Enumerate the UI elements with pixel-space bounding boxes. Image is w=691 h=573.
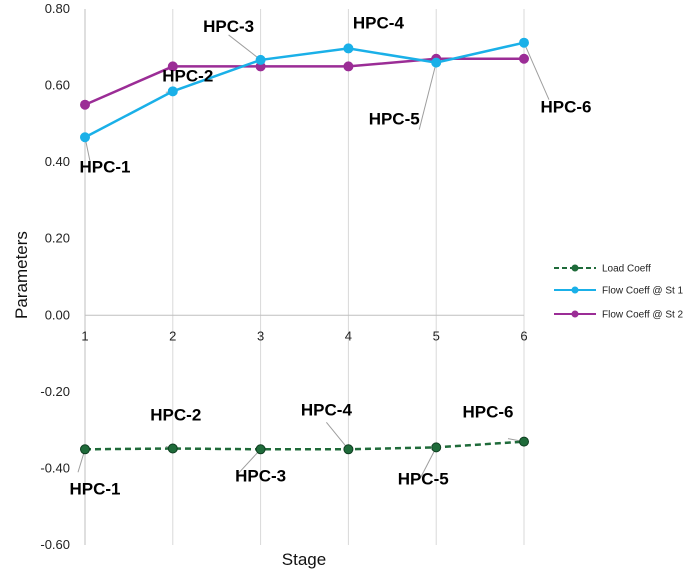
data-point	[431, 442, 442, 453]
series-line	[84, 440, 525, 451]
series-line	[84, 41, 525, 139]
legend: Load Coeff Flow Coeff @ St 1 Flow Coeff @ …	[554, 264, 684, 321]
legend-label: Flow Coeff @ St 2	[602, 310, 684, 321]
axes: -0.60 -0.40 -0.20 0.00 0.20 0.40 0.60 0.80 1 2 3 4 5…	[40, 1, 527, 552]
annotation-label: HPC-4	[353, 13, 405, 32]
legend-swatch-marker	[571, 310, 579, 318]
data-point	[519, 436, 529, 447]
gridlines	[172, 9, 525, 545]
annotation-label: HPC-6	[540, 98, 591, 117]
data-point	[167, 443, 178, 454]
data-point	[343, 444, 354, 455]
y-tick-label: 0.60	[45, 78, 70, 93]
x-tick-label: 2	[169, 328, 176, 343]
y-tick-label: -0.60	[40, 537, 70, 552]
data-point	[519, 53, 529, 64]
annotation-label: HPC-4	[301, 400, 353, 419]
annotation-labels: HPC-1 HPC-2 HPC-3 HPC-4 HPC-5 HPC-6 HPC-1 HPC-2…	[69, 13, 591, 498]
data-point	[80, 444, 90, 455]
annotation-leaders	[77, 34, 550, 479]
annotation-label: HPC-2	[150, 406, 201, 425]
series-layer	[80, 37, 529, 455]
annotation-leader	[326, 421, 349, 450]
x-tick-label: 5	[433, 328, 440, 343]
annotation-label: HPC-1	[79, 157, 130, 176]
annotation-leader	[236, 448, 261, 476]
x-tick-label: 1	[81, 328, 88, 343]
annotation-label: HPC-3	[235, 466, 286, 485]
y-tick-label: 0.20	[45, 231, 70, 246]
annotation-label: HPC-5	[369, 110, 420, 129]
y-tick-label: -0.20	[40, 384, 70, 399]
annotation-label: HPC-6	[462, 403, 513, 422]
data-point	[167, 61, 178, 72]
data-point	[80, 99, 90, 110]
annotation-leader	[419, 447, 437, 479]
y-axis-title: Parameters	[12, 231, 31, 319]
annotation-label: HPC-2	[162, 66, 213, 85]
data-point	[431, 57, 442, 68]
data-point	[519, 37, 529, 48]
annotation-leader	[228, 34, 261, 61]
y-tick-label: 0.40	[45, 154, 70, 169]
x-tick-label: 6	[520, 328, 527, 343]
data-point	[255, 444, 266, 455]
data-point	[343, 61, 354, 72]
x-axis-title: Stage	[282, 550, 326, 569]
x-tick-label: 3	[257, 328, 264, 343]
data-point	[80, 132, 90, 143]
annotation-label: HPC-1	[69, 479, 120, 498]
y-tick-label: -0.40	[40, 460, 70, 475]
y-tick-label: 0.80	[45, 1, 70, 16]
annotation-label: HPC-5	[398, 469, 449, 488]
annotation-label: HPC-3	[203, 17, 254, 36]
y-tick-label: 0.00	[45, 307, 70, 322]
series-line	[84, 57, 524, 106]
legend-swatch-marker	[571, 264, 579, 272]
data-point	[255, 54, 266, 65]
annotation-leader	[418, 62, 437, 130]
data-point	[167, 86, 178, 97]
data-point	[343, 43, 354, 54]
legend-swatch-marker	[571, 286, 579, 294]
legend-label: Load Coeff	[602, 264, 651, 275]
legend-label: Flow Coeff @ St 1	[602, 286, 684, 297]
annotation-leader	[523, 42, 550, 100]
x-tick-label: 4	[345, 328, 352, 343]
